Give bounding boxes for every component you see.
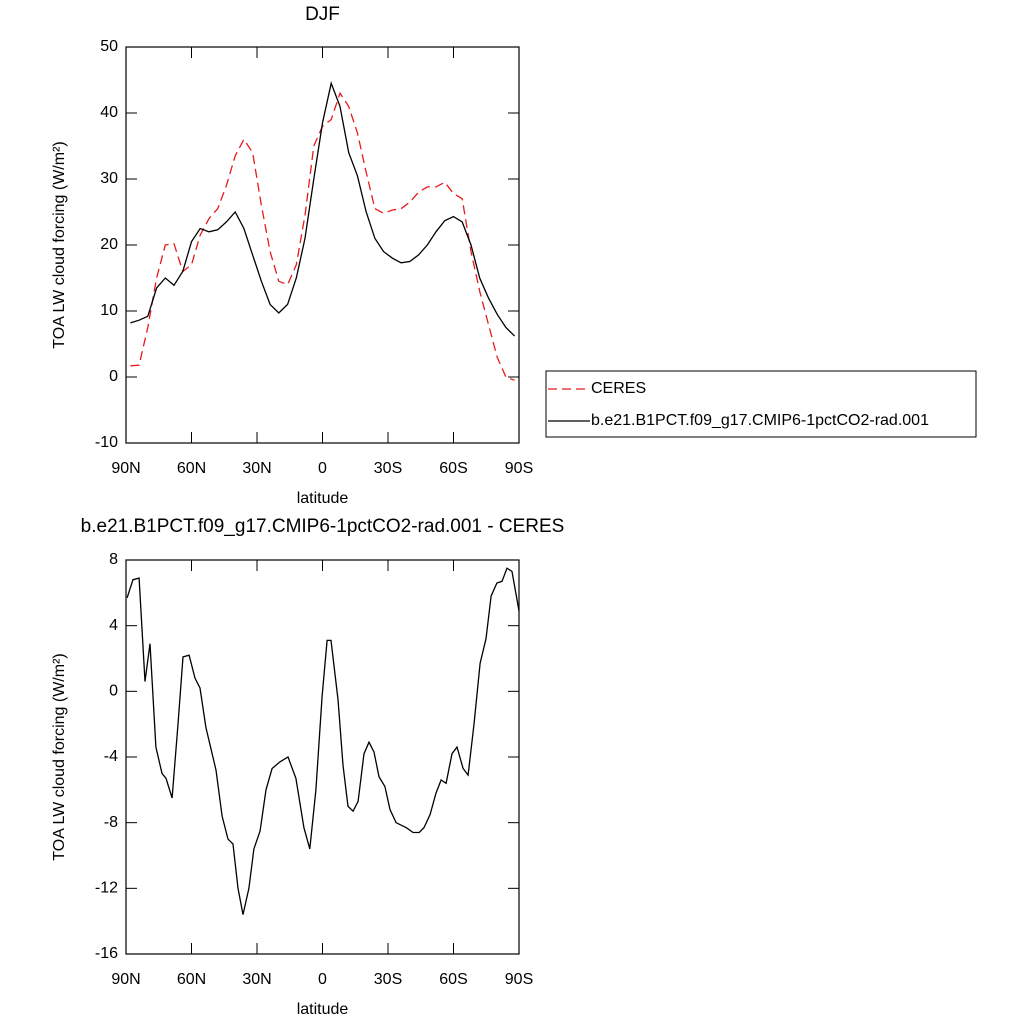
- y-tick-label: -10: [95, 434, 118, 451]
- y-axis-label: TOA LW cloud forcing (W/m²): [51, 141, 68, 348]
- y-tick-label: 20: [100, 236, 118, 253]
- x-tick-label: 90N: [111, 460, 140, 477]
- x-tick-label: 30S: [374, 460, 402, 477]
- x-tick-label: 0: [318, 460, 327, 477]
- y-tick-label: -16: [95, 945, 118, 962]
- y-tick-label: 4: [109, 617, 118, 634]
- y-tick-label: -12: [95, 880, 118, 897]
- x-tick-label: 0: [318, 971, 327, 988]
- chart-title: DJF: [305, 4, 340, 25]
- legend-label: b.e21.B1PCT.f09_g17.CMIP6-1pctCO2-rad.00…: [591, 412, 929, 429]
- chart-title: b.e21.B1PCT.f09_g17.CMIP6-1pctCO2-rad.00…: [81, 516, 565, 537]
- data-line: [130, 91, 515, 381]
- plot-frame: [125, 46, 520, 444]
- y-tick-label: 0: [109, 683, 118, 700]
- x-axis-label: latitude: [297, 1001, 349, 1018]
- y-axis-label: TOA LW cloud forcing (W/m²): [51, 653, 68, 860]
- x-tick-label: 60S: [439, 460, 467, 477]
- x-tick-label: 60N: [177, 460, 206, 477]
- x-tick-label: 60N: [177, 971, 206, 988]
- y-tick-label: 30: [100, 170, 118, 187]
- y-tick-label: 40: [100, 104, 118, 121]
- legend-box: [545, 370, 977, 438]
- y-tick-label: -4: [104, 748, 118, 765]
- legend-label: CERES: [591, 380, 646, 397]
- x-tick-label: 30N: [242, 971, 271, 988]
- y-tick-label: 10: [100, 302, 118, 319]
- x-tick-label: 90S: [505, 971, 533, 988]
- data-line: [126, 567, 520, 915]
- plot-frame: [125, 559, 520, 955]
- y-tick-label: 50: [100, 38, 118, 55]
- x-tick-label: 90N: [111, 971, 140, 988]
- data-line: [130, 81, 516, 337]
- x-tick-label: 90S: [505, 460, 533, 477]
- y-tick-label: -8: [104, 814, 118, 831]
- y-tick-label: 8: [109, 551, 118, 568]
- x-axis-label: latitude: [297, 490, 349, 507]
- y-tick-label: 0: [109, 368, 118, 385]
- x-tick-label: 60S: [439, 971, 467, 988]
- x-tick-label: 30S: [374, 971, 402, 988]
- x-tick-label: 30N: [242, 460, 271, 477]
